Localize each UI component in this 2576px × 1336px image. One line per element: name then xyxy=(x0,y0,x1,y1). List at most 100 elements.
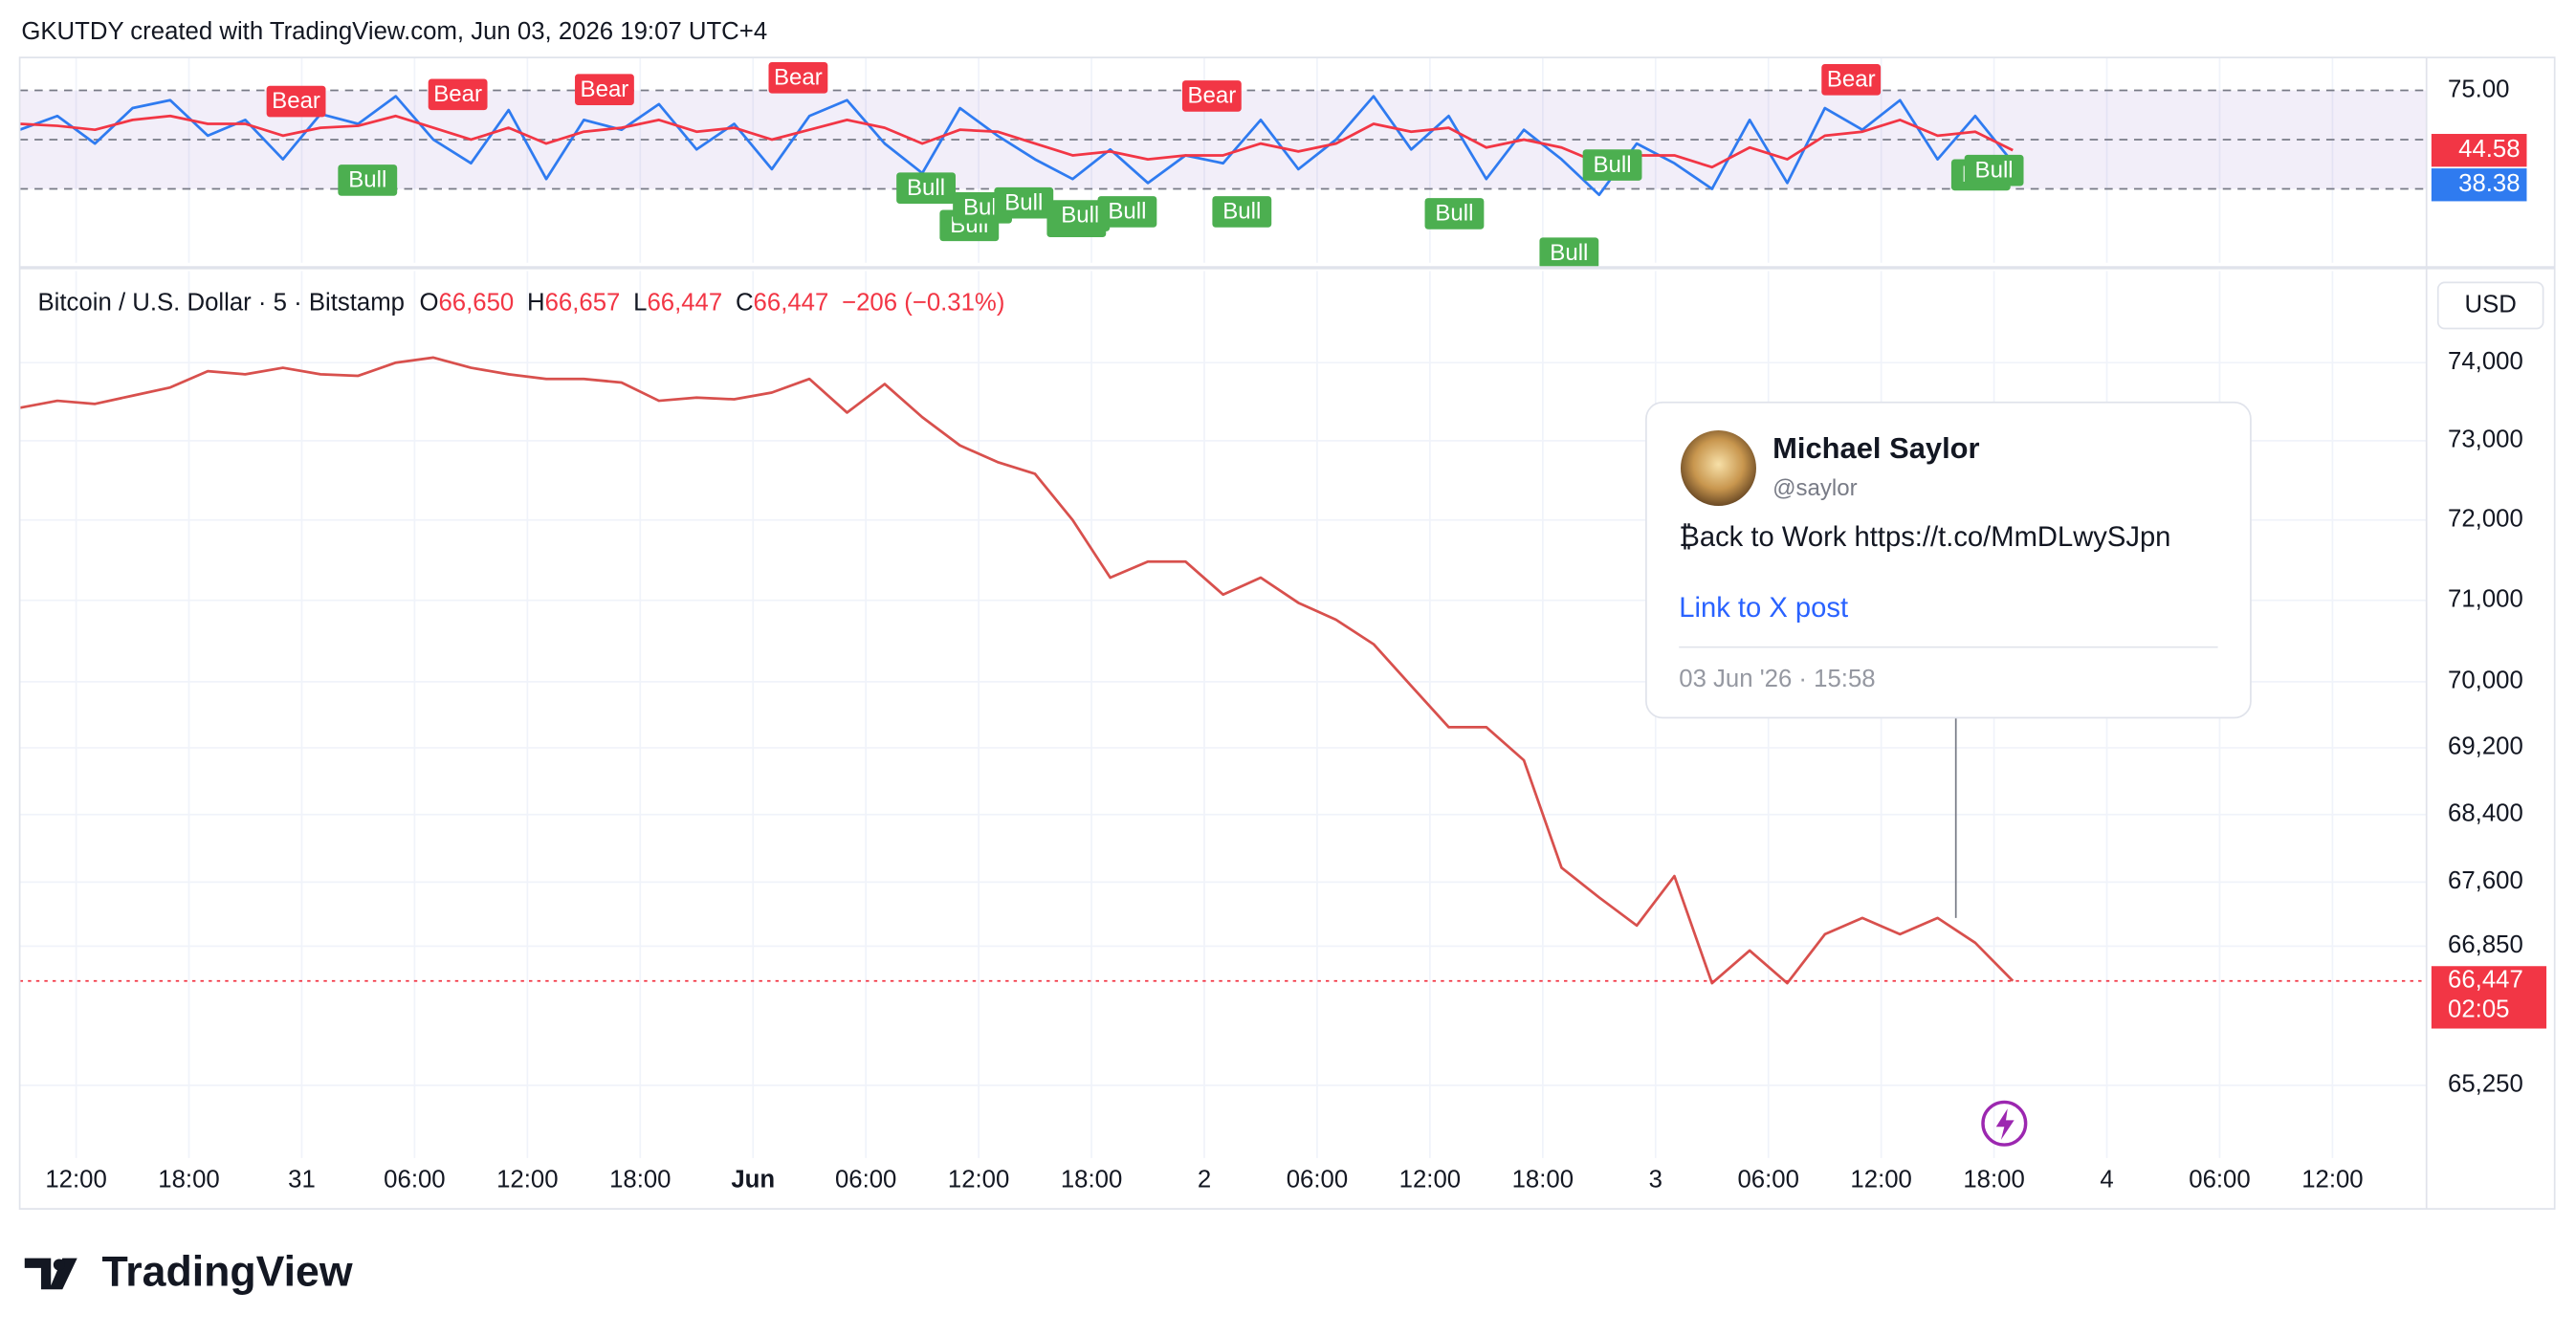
signal-box xyxy=(1424,198,1485,230)
tweet-name: Michael Saylor xyxy=(1772,431,1979,465)
x-tick-label: 06:00 xyxy=(1287,1167,1348,1194)
frame xyxy=(18,56,2556,1210)
y-tick-label: 66,850 xyxy=(2448,931,2523,958)
tweet-date: 03 Jun '26 · 15:58 xyxy=(1679,666,1875,692)
countdown: 02:05 xyxy=(2448,996,2509,1022)
y-tick-label: 72,000 xyxy=(2448,506,2523,533)
signal-label: Bull xyxy=(1004,189,1043,215)
x-tick-label: 12:00 xyxy=(45,1167,106,1194)
last-value-box xyxy=(2431,134,2527,167)
series-line xyxy=(19,114,2014,169)
ohlc-value: 66,657 xyxy=(545,290,621,317)
last-price-label: 66,447 xyxy=(2448,967,2523,994)
x-tick-label: 18:00 xyxy=(609,1167,671,1194)
signal-box xyxy=(896,172,956,204)
icon-ring xyxy=(1981,1100,2028,1147)
x-tick-label: 31 xyxy=(288,1167,316,1194)
brand-logo: TradingView xyxy=(24,1249,353,1296)
signal-label: Bull xyxy=(1594,152,1632,178)
last-value-label: 44.58 xyxy=(2458,136,2520,163)
signal-box xyxy=(1582,149,1642,181)
currency: USD xyxy=(2465,291,2517,318)
x-tick-label: 2 xyxy=(1198,1167,1211,1194)
ohlc-key: L xyxy=(633,290,647,317)
signal-label: Bull xyxy=(1435,201,1473,227)
x-tick-label: 12:00 xyxy=(2301,1167,2363,1194)
signal-box xyxy=(428,78,488,111)
x-tick-label: 12:00 xyxy=(496,1167,558,1194)
tweet-handle: @saylor xyxy=(1772,475,1858,501)
change: −206 (−0.31%) xyxy=(842,290,1004,317)
x-tick-label: 06:00 xyxy=(835,1167,896,1194)
signal-box xyxy=(338,164,398,196)
brand-name: TradingView xyxy=(101,1249,352,1296)
x-tick-label: 18:00 xyxy=(1061,1167,1122,1194)
x-tick-label: 3 xyxy=(1649,1167,1662,1194)
x-tick-label: 18:00 xyxy=(158,1167,219,1194)
signal-label: Bear xyxy=(272,88,320,114)
ohlc-key: C xyxy=(736,290,754,317)
charts: 75.00 44.58 38.38 Bear Bear Bear Bear Bear Bear B… xyxy=(19,57,2547,1194)
y-tick-label: 74,000 xyxy=(2448,348,2523,375)
price-line xyxy=(19,356,2015,985)
tweet-card[interactable]: Michael Saylor @saylor ₿ack to Work http… xyxy=(1645,401,2252,719)
signal-label: Bull xyxy=(1550,240,1588,266)
signal-box xyxy=(575,74,634,105)
signal-label: Bull xyxy=(348,167,386,193)
currency-button[interactable] xyxy=(2436,281,2544,330)
last-price-box xyxy=(2431,966,2547,1029)
x-tick-label: 12:00 xyxy=(948,1167,1009,1194)
signal-box xyxy=(1964,154,2024,186)
signal-box xyxy=(1212,196,1272,228)
signal-label: Bull xyxy=(1061,203,1099,229)
ohlc-value: 66,650 xyxy=(438,290,514,317)
tweet-link[interactable]: Link to X post xyxy=(1679,593,1848,624)
signal-label: Bear xyxy=(433,81,482,107)
series-line xyxy=(19,95,2015,197)
signal-box xyxy=(1097,196,1157,228)
signal-label: Bull xyxy=(1108,199,1146,225)
signal-label: Bear xyxy=(774,65,823,91)
signal-label: Bull xyxy=(907,175,945,201)
y-tick-label: 73,000 xyxy=(2448,427,2523,453)
ohlc-key: H xyxy=(527,290,545,317)
y-tick-label: 71,000 xyxy=(2448,586,2523,613)
tweet-text: ₿ack to Work https://t.co/MmDLwySJpn xyxy=(1679,522,2170,553)
signal-label: Bear xyxy=(581,77,629,102)
ohlc-key: O xyxy=(419,290,438,317)
signal-box xyxy=(1821,64,1882,96)
x-tick-label: 06:00 xyxy=(2189,1167,2250,1194)
signal-label: Bear xyxy=(1827,67,1876,93)
y-tick-label: 67,600 xyxy=(2448,867,2523,894)
icon-bolt xyxy=(1995,1108,2015,1140)
x-tick-label: 4 xyxy=(2100,1167,2113,1194)
avatar xyxy=(1680,429,1756,506)
symbol-title: Bitcoin / U.S. Dollar · 5 · Bitstamp xyxy=(38,290,406,317)
x-tick-label: 18:00 xyxy=(1512,1167,1574,1194)
card xyxy=(1645,401,2252,719)
y-tick-label: 68,400 xyxy=(2448,800,2523,827)
ohlc-value: 66,447 xyxy=(754,290,829,317)
signal-box xyxy=(768,61,828,94)
signal-box xyxy=(1539,237,1599,269)
ohlc-value: 66,447 xyxy=(647,290,722,317)
y-tick-label: 69,200 xyxy=(2448,734,2523,760)
logo-dot xyxy=(53,1259,65,1271)
signal-box xyxy=(994,186,1054,219)
x-tick-label: Jun xyxy=(731,1167,775,1194)
x-tick-label: 12:00 xyxy=(1399,1167,1461,1194)
y-tick-label: 75.00 xyxy=(2448,76,2509,102)
signal-label: Bear xyxy=(1187,83,1236,109)
y-tick-label: 65,250 xyxy=(2448,1071,2523,1098)
signal-box xyxy=(266,85,326,118)
signal-box xyxy=(1181,80,1242,112)
header: GKUTDY created with TradingView.com, Jun… xyxy=(21,18,767,45)
y-tick-label: 70,000 xyxy=(2448,668,2523,694)
signal-label: Bull xyxy=(1222,199,1261,225)
signal-label: Bull xyxy=(1975,157,2014,183)
x-tick-label: 06:00 xyxy=(384,1167,445,1194)
event-icon[interactable] xyxy=(1981,1100,2028,1147)
signal-box xyxy=(1050,200,1111,231)
